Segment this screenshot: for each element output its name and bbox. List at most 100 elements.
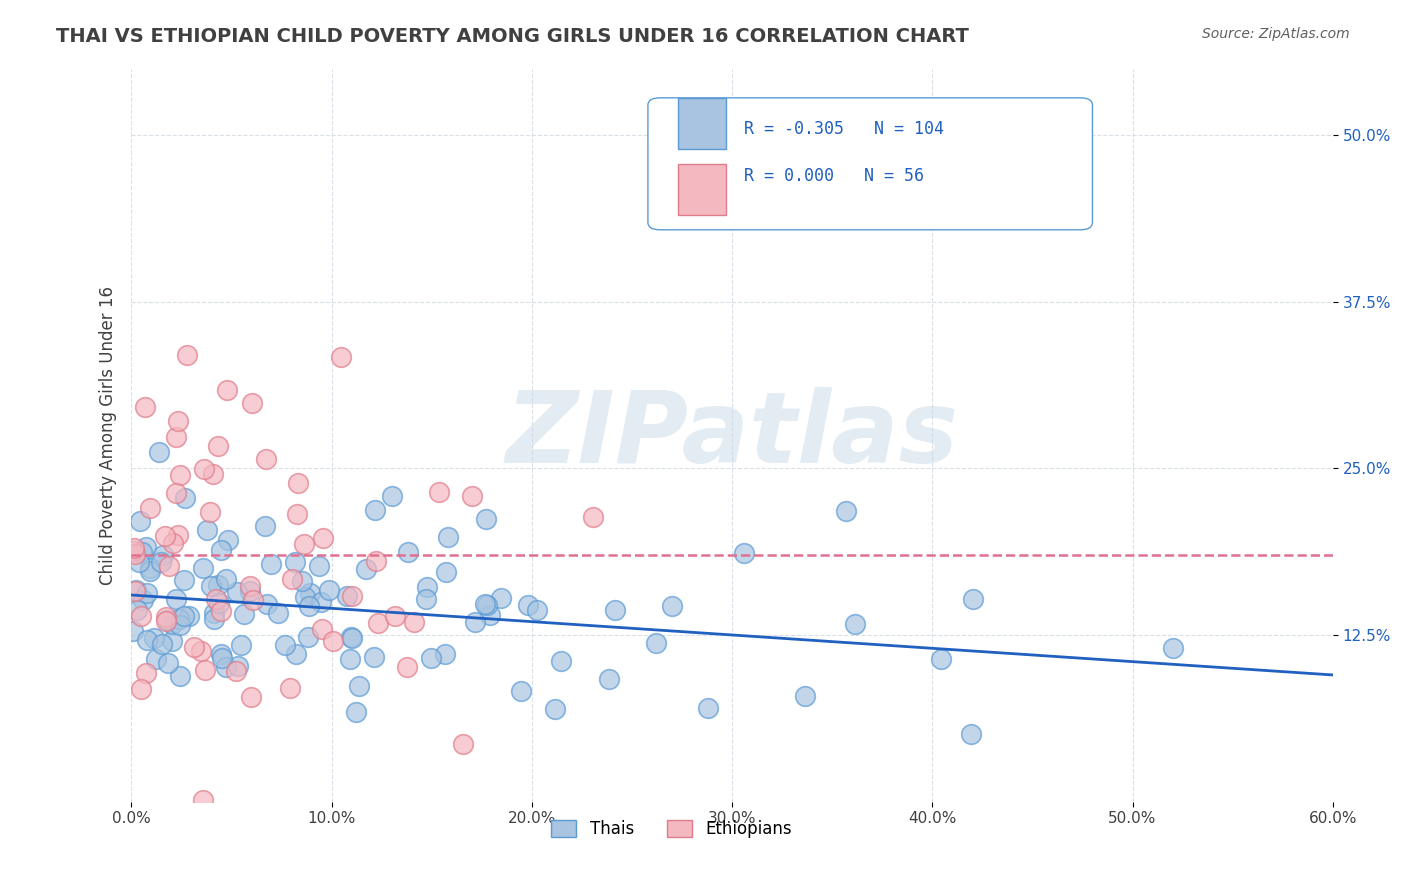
Point: [149, 555, 172, 569]
Point: [139, 561, 162, 575]
Point: [474, 512, 496, 526]
Point: [661, 599, 683, 613]
Point: [145, 652, 167, 666]
Point: [242, 395, 264, 409]
Point: [134, 400, 156, 414]
Point: [225, 665, 247, 679]
Point: [173, 491, 195, 505]
Point: [451, 737, 474, 751]
Point: [363, 649, 385, 664]
Point: [962, 592, 984, 607]
Point: [367, 616, 389, 631]
Point: [311, 622, 333, 636]
Point: [136, 632, 159, 647]
Point: [416, 580, 439, 594]
Point: [544, 702, 567, 716]
Point: [124, 541, 146, 556]
Point: [138, 564, 160, 578]
Point: [354, 561, 377, 575]
Point: [202, 606, 225, 620]
Point: [603, 602, 626, 616]
Point: [193, 561, 215, 575]
Point: [550, 654, 572, 668]
Legend: Thais, Ethiopians: Thais, Ethiopians: [546, 813, 799, 845]
Point: [1161, 641, 1184, 656]
Point: [308, 558, 330, 573]
Point: [291, 574, 314, 588]
Point: [148, 444, 170, 458]
Point: [239, 579, 262, 593]
Point: [294, 537, 316, 551]
Point: [202, 612, 225, 626]
Point: [339, 630, 361, 644]
Point: [229, 638, 252, 652]
Text: R = -0.305   N = 104: R = -0.305 N = 104: [744, 120, 943, 138]
Point: [204, 592, 226, 607]
Point: [509, 684, 531, 698]
Point: [152, 548, 174, 562]
Point: [284, 648, 307, 662]
Point: [131, 592, 153, 607]
Point: [124, 584, 146, 599]
Text: R = 0.000   N = 56: R = 0.000 N = 56: [744, 168, 924, 186]
Point: [254, 519, 277, 533]
Point: [233, 607, 256, 622]
Point: [489, 591, 512, 605]
Point: [226, 585, 249, 599]
Point: [131, 545, 153, 559]
Point: [344, 705, 367, 719]
Point: [169, 612, 191, 626]
Point: [201, 467, 224, 482]
Point: [129, 681, 152, 696]
Point: [207, 440, 229, 454]
Point: [191, 793, 214, 807]
Point: [312, 531, 335, 545]
Point: [464, 615, 486, 629]
Point: [155, 614, 177, 628]
Point: [697, 701, 720, 715]
Point: [835, 504, 858, 518]
Point: [165, 486, 187, 500]
Point: [644, 636, 666, 650]
Point: [929, 652, 952, 666]
Point: [136, 586, 159, 600]
Point: [128, 555, 150, 569]
Point: [339, 651, 361, 665]
Point: [259, 557, 281, 571]
Point: [396, 545, 419, 559]
Point: [959, 726, 981, 740]
Point: [165, 592, 187, 607]
Point: [190, 643, 212, 657]
Text: Source: ZipAtlas.com: Source: ZipAtlas.com: [1202, 27, 1350, 41]
Point: [478, 608, 501, 623]
Point: [122, 543, 145, 558]
Point: [167, 413, 190, 427]
Point: [340, 631, 363, 645]
Point: [298, 586, 321, 600]
Point: [395, 660, 418, 674]
Point: [381, 489, 404, 503]
Point: [434, 565, 457, 579]
Point: [215, 572, 238, 586]
Point: [183, 640, 205, 654]
Point: [420, 651, 443, 665]
Point: [198, 505, 221, 519]
Point: [274, 639, 297, 653]
Point: [135, 665, 157, 680]
Point: [384, 608, 406, 623]
Point: [215, 384, 238, 398]
Point: [844, 617, 866, 632]
Point: [124, 547, 146, 561]
FancyBboxPatch shape: [648, 98, 1092, 230]
Point: [278, 681, 301, 696]
Point: [342, 589, 364, 603]
Point: [194, 664, 217, 678]
Point: [165, 430, 187, 444]
Point: [284, 555, 307, 569]
Point: [176, 348, 198, 362]
Point: [364, 503, 387, 517]
Point: [311, 595, 333, 609]
Point: [285, 507, 308, 521]
Point: [157, 558, 180, 573]
Point: [598, 672, 620, 686]
